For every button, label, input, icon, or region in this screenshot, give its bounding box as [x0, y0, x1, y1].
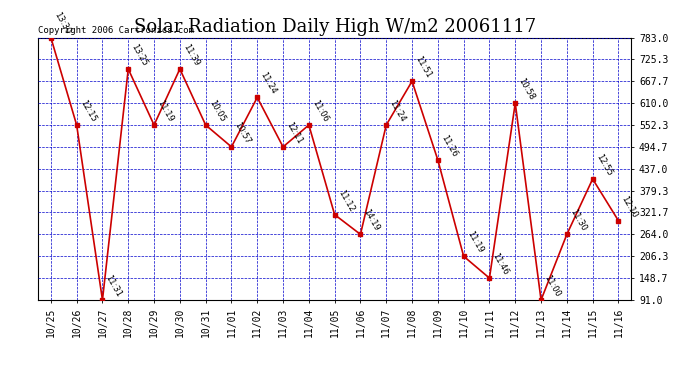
Text: 11:26: 11:26 [440, 134, 459, 159]
Text: 11:24: 11:24 [259, 71, 278, 96]
Text: 14:19: 14:19 [362, 208, 382, 233]
Text: 11:00: 11:00 [542, 273, 562, 298]
Text: 11:39: 11:39 [181, 42, 201, 68]
Text: 11:12: 11:12 [336, 188, 356, 213]
Text: 12:10: 12:10 [620, 194, 640, 219]
Text: 12:15: 12:15 [78, 99, 98, 124]
Text: 11:46: 11:46 [491, 252, 511, 277]
Text: 11:51: 11:51 [413, 55, 433, 80]
Text: Copyright 2006 Cartronics.com: Copyright 2006 Cartronics.com [38, 26, 194, 35]
Text: 12:55: 12:55 [594, 153, 613, 178]
Text: 10:05: 10:05 [207, 99, 227, 124]
Text: 10:58: 10:58 [517, 76, 536, 102]
Text: 10:57: 10:57 [233, 120, 253, 146]
Text: 11:06: 11:06 [310, 99, 330, 124]
Title: Solar Radiation Daily High W/m2 20061117: Solar Radiation Daily High W/m2 20061117 [134, 18, 535, 36]
Text: 11:19: 11:19 [155, 99, 175, 124]
Text: 13:30: 13:30 [52, 11, 72, 36]
Text: 11:31: 11:31 [104, 273, 124, 298]
Text: 11:30: 11:30 [569, 208, 588, 233]
Text: 12:11: 12:11 [284, 120, 304, 146]
Text: 11:24: 11:24 [388, 99, 407, 124]
Text: 11:19: 11:19 [465, 230, 484, 255]
Text: 13:25: 13:25 [130, 42, 149, 68]
